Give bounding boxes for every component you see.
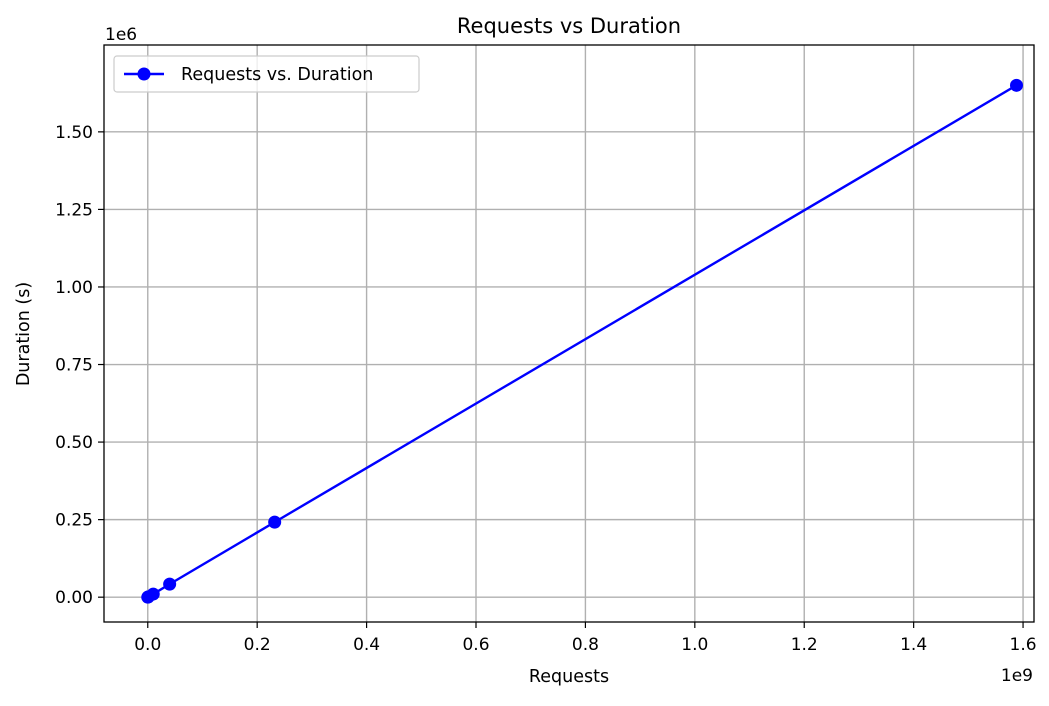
y-axis-offset-label: 1e6 — [105, 25, 137, 45]
y-tick-label: 1.50 — [55, 123, 93, 143]
x-tick-label: 1.4 — [900, 635, 927, 655]
data-point-marker — [146, 587, 160, 601]
data-point-marker — [163, 577, 177, 591]
legend-marker-swatch — [137, 67, 151, 81]
x-tick-label: 0.6 — [462, 635, 489, 655]
y-axis-label: Duration (s) — [14, 282, 34, 386]
x-axis-offset-label: 1e9 — [1001, 666, 1033, 686]
y-tick-label: 0.50 — [55, 433, 93, 453]
y-tick-label: 0.25 — [55, 511, 93, 531]
y-tick-label: 1.25 — [55, 200, 93, 220]
data-point-marker — [268, 515, 282, 529]
y-tick-label: 1.00 — [55, 278, 93, 298]
series-layer — [141, 78, 1023, 604]
x-axis-label: Requests — [529, 667, 609, 687]
legend-box — [113, 55, 420, 93]
legend: Requests vs. Duration — [113, 55, 420, 93]
plot-frame — [103, 44, 1035, 623]
x-tick-label: 1.2 — [791, 635, 818, 655]
data-point-marker — [1009, 78, 1023, 92]
grid-lines — [104, 45, 1034, 622]
x-tick-label: 0.2 — [244, 635, 271, 655]
y-tick-label: 0.75 — [55, 356, 93, 376]
x-tick-label: 0.8 — [572, 635, 599, 655]
x-tick-label: 0.4 — [353, 635, 380, 655]
x-tick-label: 1.6 — [1010, 635, 1037, 655]
x-tick-label: 1.0 — [681, 635, 708, 655]
chart-title: Requests vs Duration — [457, 14, 681, 38]
axis-ticks: 0.0 0.2 0.4 0.6 0.8 1.0 1.2 1.4 1.6 0.00 0.25 0.50 0… — [55, 123, 1036, 655]
y-tick-label: 0.00 — [55, 588, 93, 608]
legend-label: Requests vs. Duration — [181, 65, 373, 85]
x-tick-label: 0.0 — [134, 635, 161, 655]
